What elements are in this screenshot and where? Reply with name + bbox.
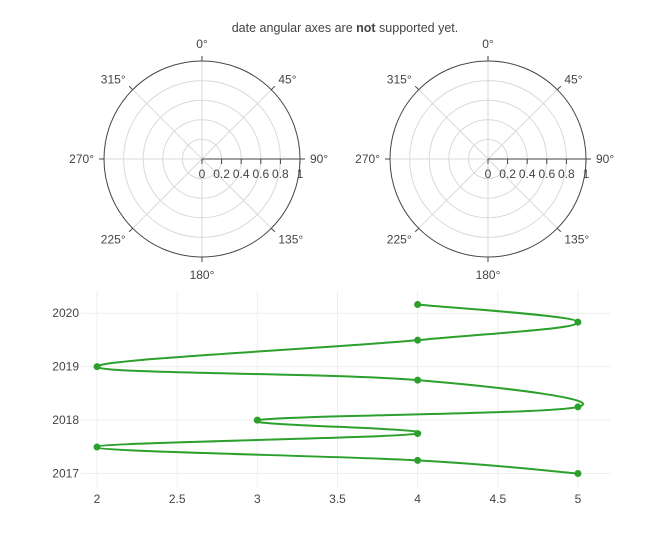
angular-tick-label: 0° <box>482 37 494 51</box>
angular-gridline <box>201 158 272 229</box>
angular-tick-label: 180° <box>476 268 501 282</box>
angular-tick <box>128 227 134 233</box>
radial-tick-label: 0.4 <box>233 167 250 181</box>
x-tick-label: 4 <box>414 492 421 506</box>
data-point <box>574 318 582 326</box>
y-tick-label: 2019 <box>52 360 79 374</box>
radial-tick-label: 0 <box>199 167 206 181</box>
angular-gridline <box>418 158 489 229</box>
data-point <box>414 376 422 384</box>
angular-gridline <box>487 89 558 160</box>
angular-tick <box>556 227 562 233</box>
angular-gridline <box>201 89 272 160</box>
radial-tick-label: 0.2 <box>499 167 516 181</box>
x-tick-label: 2.5 <box>169 492 186 506</box>
radial-tick-label: 0.8 <box>272 167 289 181</box>
radial-tick-label: 0.8 <box>558 167 575 181</box>
radial-tick-label: 0.2 <box>213 167 230 181</box>
angular-tick-label: 180° <box>190 268 215 282</box>
data-point <box>93 443 101 451</box>
y-tick-label: 2017 <box>52 467 79 481</box>
y-tick-label: 2018 <box>52 413 79 427</box>
data-point <box>414 300 422 308</box>
radial-tick-label: 1 <box>583 167 590 181</box>
angular-gridline <box>487 158 558 229</box>
angular-tick <box>128 85 134 91</box>
y-tick-label: 2020 <box>52 306 79 320</box>
polar-subplot-1: 0 0.2 0.4 0.6 0.8 1 0° 45° 90° 135° 180° 225° 270° 31… <box>69 37 328 282</box>
data-point <box>253 416 261 424</box>
data-point <box>414 430 422 438</box>
angular-tick-label: 135° <box>564 232 589 246</box>
x-tick-label: 5 <box>575 492 582 506</box>
angular-tick <box>414 227 420 233</box>
angular-tick-label: 0° <box>196 37 208 51</box>
data-point <box>93 363 101 371</box>
x-tick-label: 2 <box>94 492 101 506</box>
angular-tick-label: 135° <box>278 232 303 246</box>
polar-subplot-2: 0 0.2 0.4 0.6 0.8 1 0° 45° 90° 135° 180° 225° 270° 31… <box>355 37 614 282</box>
angular-tick-label: 315° <box>387 73 412 87</box>
radial-tick-label: 0 <box>485 167 492 181</box>
angular-tick-label: 90° <box>310 152 328 166</box>
angular-tick-label: 45° <box>564 73 582 87</box>
data-point <box>414 456 422 464</box>
radial-tick-label: 0.4 <box>519 167 536 181</box>
angular-tick-label: 225° <box>387 232 412 246</box>
angular-tick <box>414 85 420 91</box>
angular-gridline <box>132 158 203 229</box>
chart-title: date angular axes are not supported yet. <box>232 21 459 35</box>
angular-tick-label: 45° <box>278 73 296 87</box>
angular-tick <box>270 227 276 233</box>
angular-tick-label: 90° <box>596 152 614 166</box>
line-subplot: 2 2.5 3 3.5 4 4.5 5 2017 2018 2019 2020 <box>52 291 610 506</box>
x-tick-label: 3.5 <box>329 492 346 506</box>
angular-tick-label: 270° <box>69 152 94 166</box>
x-tick-label: 4.5 <box>489 492 506 506</box>
series-line <box>96 303 585 475</box>
data-point <box>574 403 582 411</box>
angular-tick-label: 315° <box>101 73 126 87</box>
data-point <box>414 336 422 344</box>
angular-gridline <box>418 89 489 160</box>
angular-tick <box>270 85 276 91</box>
radial-tick-label: 1 <box>297 167 304 181</box>
angular-tick-label: 270° <box>355 152 380 166</box>
radial-tick-label: 0.6 <box>252 167 269 181</box>
angular-tick <box>556 85 562 91</box>
data-point <box>574 470 582 478</box>
angular-tick-label: 225° <box>101 232 126 246</box>
angular-gridline <box>132 89 203 160</box>
x-tick-label: 3 <box>254 492 261 506</box>
radial-tick-label: 0.6 <box>538 167 555 181</box>
